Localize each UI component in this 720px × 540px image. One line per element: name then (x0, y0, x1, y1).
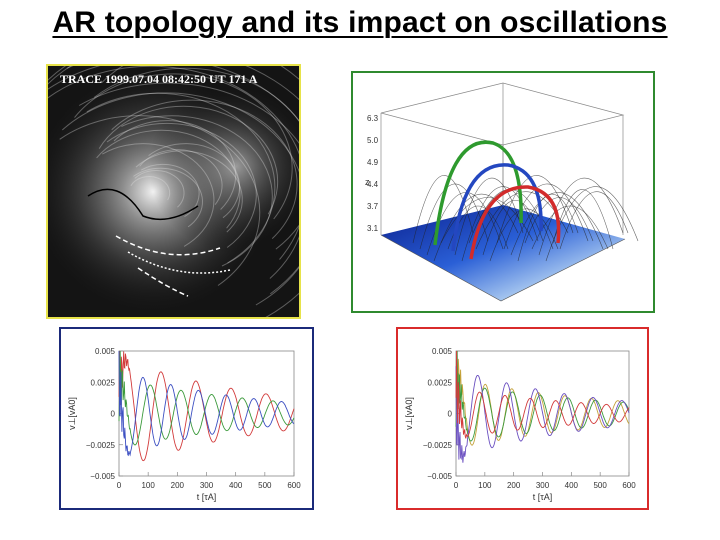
x-tick-label: 600 (287, 481, 301, 490)
coronal-loop (74, 73, 293, 220)
y-tick-label: −0.0025 (423, 441, 453, 450)
x-tick-label: 0 (454, 481, 459, 490)
field-line (496, 175, 574, 244)
oscillation-series-line (455, 350, 630, 442)
y-tick-label: 0.0025 (428, 378, 453, 387)
x-tick-label: 500 (258, 481, 272, 490)
y-axis-label: v⊥[vA0] (67, 397, 77, 430)
oscillation-series-line (455, 350, 630, 439)
coronal-loop (78, 82, 299, 306)
oscillation-chart-left-panel: 0.005 0.0025 0 −0.0025 −0.005 0 100 200 300 400 50… (59, 327, 314, 510)
coronal-loop (148, 143, 241, 219)
x-tick-label: 400 (565, 481, 579, 490)
field-line (503, 183, 589, 250)
y-tick-label: −0.0025 (86, 441, 116, 450)
z-axis-label: z (365, 177, 370, 187)
photosphere-plane (381, 205, 625, 301)
x-tick-label: 300 (200, 481, 214, 490)
slide-title: AR topology and its impact on oscillatio… (52, 6, 668, 39)
magnetic-field-model-panel: 6.3 5.0 4.9 4.4 3.7 3.1 z (351, 71, 655, 313)
field-line (454, 177, 524, 256)
z-tick-label: 5.0 (367, 136, 379, 145)
y-tick-label: 0.005 (432, 347, 453, 356)
coronal-loop (140, 163, 200, 218)
coronal-loop (61, 92, 299, 279)
coronal-loop (139, 149, 223, 206)
field-line (510, 192, 604, 256)
z-tick-label: 3.7 (367, 202, 379, 211)
y-axis-label: v⊥[vA0] (404, 397, 414, 430)
neutral-line (87, 188, 199, 221)
y-tick-label: −0.005 (90, 472, 115, 481)
field-line (461, 186, 539, 262)
coronal-loop (93, 67, 299, 250)
coronal-loop (133, 167, 204, 228)
trace-image-panel: TRACE 1999.07.04 08:42:50 UT 171 A (46, 64, 301, 319)
oscillation-series-line (118, 350, 295, 462)
x-tick-label: 500 (593, 481, 607, 490)
x-tick-label: 100 (141, 481, 155, 490)
field-line (538, 177, 624, 256)
x-axis-label: t [τA] (533, 492, 553, 502)
loop-red (469, 185, 561, 260)
x-tick-label: 200 (171, 481, 185, 490)
y-tick-label: 0 (448, 410, 453, 419)
coronal-loop (106, 122, 257, 248)
coronal-loop (130, 176, 171, 201)
field-model-3d: 6.3 5.0 4.9 4.4 3.7 3.1 z (365, 82, 639, 302)
coronal-loop (113, 120, 237, 210)
y-tick-label: −0.005 (427, 472, 452, 481)
coronal-loop (96, 129, 241, 229)
loop-green (433, 140, 523, 246)
field-line (559, 191, 629, 250)
field-line (419, 183, 489, 250)
x-tick-label: 100 (478, 481, 492, 490)
field-line (524, 197, 594, 244)
z-tick-label: 6.3 (367, 114, 379, 123)
field-line (552, 189, 614, 250)
x-tick-label: 0 (117, 481, 122, 490)
field-line (433, 193, 519, 262)
coronal-loop (48, 66, 299, 295)
loop-blue (451, 163, 543, 252)
field-line (412, 175, 474, 244)
coronal-loop (98, 105, 279, 215)
y-tick-label: 0.0025 (91, 378, 116, 387)
y-tick-label: 0.005 (95, 347, 116, 356)
oscillation-series-line (118, 350, 295, 457)
trace-solar-image (48, 66, 299, 317)
coronal-loop (102, 143, 215, 247)
x-tick-label: 600 (622, 481, 636, 490)
oscillation-series-line (455, 350, 630, 446)
loop-trace-3 (137, 267, 189, 297)
coronal-loop (135, 150, 243, 233)
trace-image-label: TRACE 1999.07.04 08:42:50 UT 171 A (60, 72, 258, 86)
coronal-loop (111, 99, 298, 239)
oscillation-series-line (118, 350, 295, 446)
coronal-loop (86, 92, 276, 264)
z-tick-label: 4.9 (367, 158, 379, 167)
coronal-loop (48, 66, 299, 260)
loop-trace-1 (115, 235, 221, 256)
coronal-loop (134, 170, 185, 208)
x-axis-label: t [τA] (197, 492, 217, 502)
z-tick-label: 4.4 (367, 180, 379, 189)
x-tick-label: 200 (507, 481, 521, 490)
y-tick-label: 0 (111, 410, 116, 419)
field-line (482, 199, 544, 256)
x-tick-label: 300 (536, 481, 550, 490)
z-tick-label: 3.1 (367, 224, 379, 233)
coronal-loop (59, 115, 261, 286)
loop-trace-2 (127, 251, 231, 274)
oscillation-chart-right-panel: 0.005 0.0025 0 −0.0025 −0.005 0 100 200 300 400 50… (396, 327, 649, 510)
coronal-loop (121, 115, 273, 267)
x-tick-label: 400 (229, 481, 243, 490)
